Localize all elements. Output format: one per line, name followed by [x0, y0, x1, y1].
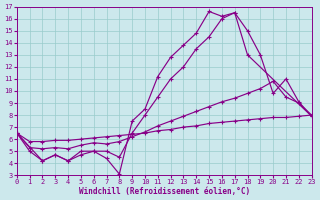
X-axis label: Windchill (Refroidissement éolien,°C): Windchill (Refroidissement éolien,°C): [79, 187, 250, 196]
